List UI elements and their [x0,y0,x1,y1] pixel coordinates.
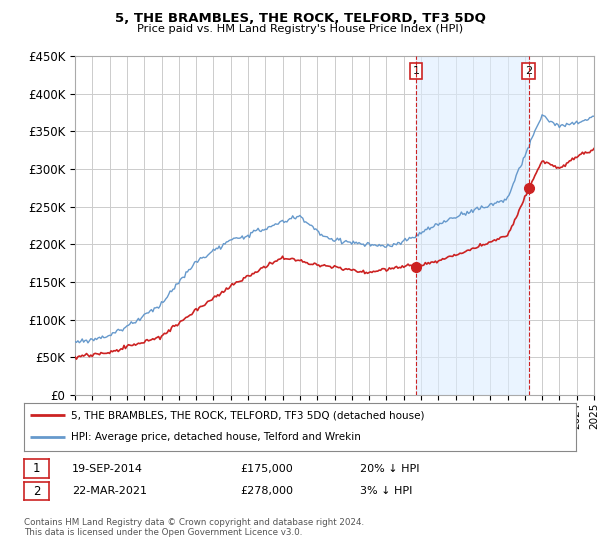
Text: £278,000: £278,000 [240,486,293,496]
Text: HPI: Average price, detached house, Telford and Wrekin: HPI: Average price, detached house, Telf… [71,432,361,442]
Text: 1: 1 [33,462,40,475]
Text: 2: 2 [525,66,532,76]
Text: 20% ↓ HPI: 20% ↓ HPI [360,464,419,474]
Text: Contains HM Land Registry data © Crown copyright and database right 2024.
This d: Contains HM Land Registry data © Crown c… [24,518,364,538]
Text: 5, THE BRAMBLES, THE ROCK, TELFORD, TF3 5DQ: 5, THE BRAMBLES, THE ROCK, TELFORD, TF3 … [115,12,485,25]
Text: 3% ↓ HPI: 3% ↓ HPI [360,486,412,496]
Bar [416,56,529,395]
Text: Price paid vs. HM Land Registry's House Price Index (HPI): Price paid vs. HM Land Registry's House … [137,24,463,34]
Text: 5, THE BRAMBLES, THE ROCK, TELFORD, TF3 5DQ (detached house): 5, THE BRAMBLES, THE ROCK, TELFORD, TF3 … [71,410,424,420]
Text: 22-MAR-2021: 22-MAR-2021 [72,486,147,496]
Text: £175,000: £175,000 [240,464,293,474]
Text: 2: 2 [33,484,40,498]
Text: 1: 1 [413,66,419,76]
Text: 19-SEP-2014: 19-SEP-2014 [72,464,143,474]
